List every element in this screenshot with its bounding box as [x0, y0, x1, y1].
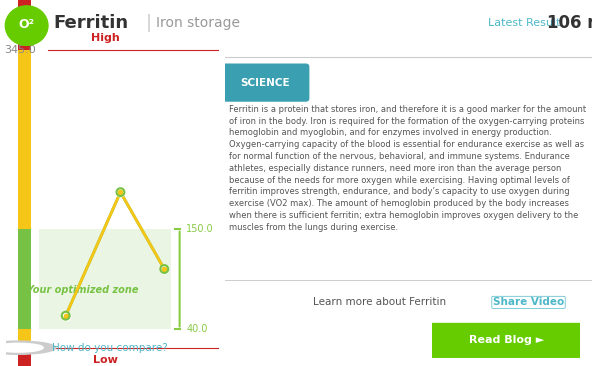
Circle shape	[0, 343, 43, 352]
Text: 20.0: 20.0	[4, 343, 29, 353]
Circle shape	[5, 6, 48, 45]
Text: Learn more about Ferritin: Learn more about Ferritin	[313, 297, 446, 307]
Text: Ferritin: Ferritin	[53, 14, 128, 33]
Point	[160, 266, 169, 272]
Text: Your optimized zone: Your optimized zone	[27, 285, 139, 295]
Text: 345.0: 345.0	[4, 45, 36, 55]
Point	[116, 189, 126, 195]
Text: 106 ng/mL: 106 ng/mL	[547, 14, 592, 33]
Text: High: High	[91, 33, 120, 43]
Text: How do you compare?: How do you compare?	[52, 343, 168, 353]
Text: Read Blog ►: Read Blog ►	[468, 335, 544, 346]
FancyBboxPatch shape	[420, 323, 592, 358]
Text: 40.0: 40.0	[186, 324, 208, 335]
Text: SCIENCE: SCIENCE	[240, 78, 290, 87]
Text: Low: Low	[93, 355, 118, 365]
Bar	[18, 329, 31, 348]
Text: Iron storage: Iron storage	[156, 16, 240, 30]
Bar	[18, 50, 31, 229]
Bar	[18, 348, 31, 366]
Text: Ferritin is a protein that stores iron, and therefore it is a good marker for th: Ferritin is a protein that stores iron, …	[229, 105, 585, 232]
Bar	[40, 229, 171, 329]
Text: 150.0: 150.0	[186, 224, 214, 234]
Point	[116, 189, 126, 195]
Polygon shape	[256, 300, 281, 322]
Bar	[18, 0, 31, 50]
Point	[61, 313, 70, 318]
Text: 00:02:54: 00:02:54	[248, 328, 285, 337]
Text: Latest Result: Latest Result	[488, 18, 560, 29]
Text: Share Video: Share Video	[493, 297, 564, 307]
Circle shape	[0, 341, 56, 354]
Bar	[18, 229, 31, 329]
FancyBboxPatch shape	[221, 64, 310, 102]
Text: |: |	[146, 14, 152, 33]
Text: O²: O²	[18, 18, 35, 31]
Point	[160, 266, 169, 272]
Point	[61, 313, 70, 318]
